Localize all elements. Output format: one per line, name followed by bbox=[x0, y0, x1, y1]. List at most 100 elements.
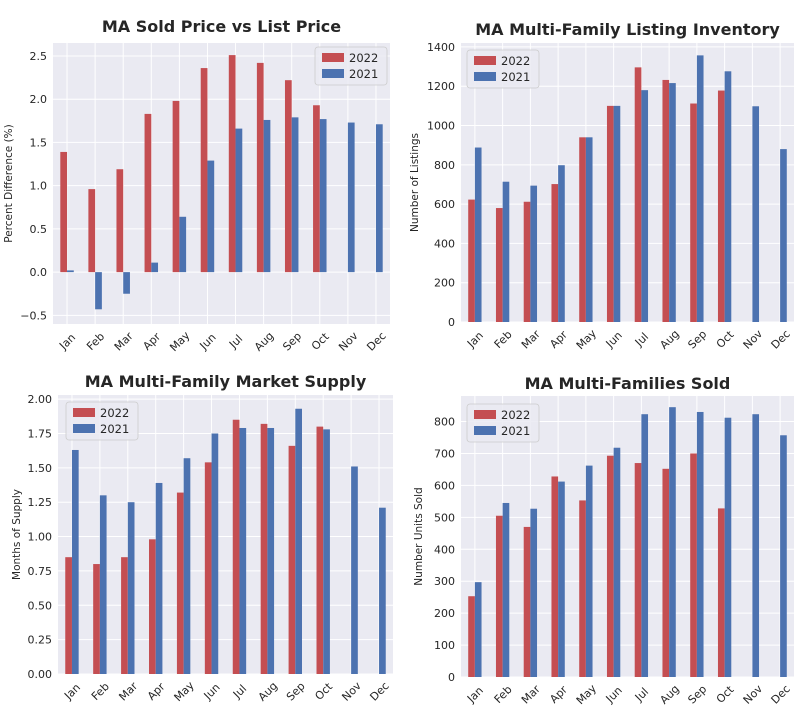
x-tick-label: Jul bbox=[230, 682, 249, 701]
bar-2021-feb bbox=[95, 272, 102, 310]
bar-2021-nov bbox=[752, 414, 760, 677]
x-tick-label: May bbox=[172, 679, 198, 705]
x-tick-label: Jan bbox=[464, 329, 486, 351]
x-tick-label: Dec bbox=[769, 682, 793, 706]
bar-2022-apr bbox=[551, 184, 559, 322]
y-axis-label: Number Units Sold bbox=[413, 487, 425, 585]
bar-2021-jun bbox=[211, 433, 219, 674]
y-tick-label: 1.75 bbox=[28, 427, 53, 440]
bar-2022-jan bbox=[60, 151, 68, 273]
legend: 2022 2021 bbox=[65, 401, 139, 441]
x-tick-label: Oct bbox=[309, 330, 332, 353]
x-tick-label: Aug bbox=[256, 679, 280, 703]
y-tick-label: 0 bbox=[448, 316, 455, 329]
chart-1: −0.5 0.0 0.5 1.0 1.5 2.0 2.5 Jan Feb Mar Apr May Jun… bbox=[3, 17, 390, 354]
x-tick-label: Jul bbox=[632, 330, 651, 349]
x-tick-label: Apr bbox=[547, 683, 570, 706]
bar-2021-jan bbox=[474, 147, 482, 322]
bar-2021-mar bbox=[127, 502, 135, 674]
chart-3: 0.00 0.25 0.50 0.75 1.00 1.25 1.50 1.75 2.00 Jan F… bbox=[11, 372, 393, 704]
chart-title: MA Multi-Family Listing Inventory bbox=[475, 20, 780, 39]
bar-2022-mar bbox=[523, 526, 531, 677]
bar-2022-may bbox=[176, 492, 184, 674]
bar-2021-may bbox=[179, 216, 187, 273]
legend-swatch-2021 bbox=[73, 424, 95, 433]
bar-2021-sep bbox=[696, 411, 704, 677]
x-tick-label: Nov bbox=[339, 679, 364, 704]
legend: 2022 2021 bbox=[466, 49, 540, 89]
y-tick-label: 1.00 bbox=[28, 531, 53, 544]
x-tick-label: Jul bbox=[226, 332, 245, 351]
x-tick-label: Dec bbox=[769, 327, 793, 351]
x-tick-label: Aug bbox=[252, 329, 276, 353]
bar-2021-apr bbox=[558, 481, 565, 677]
y-tick-label: 1000 bbox=[427, 120, 455, 133]
x-tick-label: Dec bbox=[367, 679, 391, 703]
x-tick-label: Jun bbox=[603, 329, 625, 351]
legend-swatch-2022 bbox=[73, 408, 95, 417]
legend: 2022 2021 bbox=[314, 46, 388, 86]
bar-2022-sep bbox=[690, 453, 697, 677]
x-tick-label: Sep bbox=[280, 330, 304, 354]
bar-2022-mar bbox=[121, 557, 128, 674]
bar-2021-aug bbox=[263, 119, 271, 273]
x-tick-label: Oct bbox=[312, 680, 335, 703]
bar-2021-aug bbox=[669, 407, 676, 677]
y-tick-label: 1.50 bbox=[28, 462, 53, 475]
bar-2021-mar bbox=[530, 185, 538, 322]
y-tick-label: 0 bbox=[448, 671, 455, 684]
legend-label-2021: 2021 bbox=[501, 424, 530, 438]
x-tick-label: Sep bbox=[284, 680, 308, 704]
x-tick-label: Oct bbox=[714, 328, 737, 351]
bar-2021-sep bbox=[291, 117, 299, 273]
legend-swatch-2022 bbox=[322, 53, 344, 62]
bar-2021-dec bbox=[379, 507, 386, 674]
x-tick-label: Mar bbox=[519, 682, 543, 706]
y-tick-label: 2.0 bbox=[30, 93, 48, 106]
bar-2022-jul bbox=[228, 55, 236, 273]
bar-2021-may bbox=[183, 458, 191, 674]
x-tick-label: Mar bbox=[112, 329, 136, 353]
y-tick-label: 2.5 bbox=[30, 50, 48, 63]
bar-2021-nov bbox=[347, 122, 355, 273]
bar-2021-feb bbox=[99, 495, 107, 674]
y-tick-label: 1.25 bbox=[28, 496, 53, 509]
x-tick-label: Mar bbox=[519, 327, 543, 351]
y-tick-label: 2.00 bbox=[28, 393, 53, 406]
bar-2022-mar bbox=[523, 201, 531, 322]
bar-2021-oct bbox=[319, 119, 327, 273]
bar-2022-sep bbox=[284, 80, 292, 273]
x-tick-label: Apr bbox=[145, 680, 168, 703]
bar-2022-mar bbox=[116, 169, 124, 273]
bar-2021-jan bbox=[67, 270, 74, 273]
y-tick-label: 0.5 bbox=[30, 223, 48, 236]
bar-2022-aug bbox=[256, 62, 264, 273]
bar-2022-jun bbox=[606, 455, 614, 677]
y-axis-label: Months of Supply bbox=[11, 489, 23, 580]
chart-4: 0 100 200 300 400 500 600 700 800 Jan Feb Mar Apr May… bbox=[413, 374, 794, 707]
plot-area bbox=[58, 395, 393, 674]
x-tick-label: May bbox=[167, 329, 193, 355]
y-tick-label: 200 bbox=[434, 607, 455, 620]
bar-2022-jun bbox=[606, 105, 614, 323]
legend-label-2021: 2021 bbox=[100, 422, 129, 436]
plot-area bbox=[53, 43, 390, 324]
bar-2022-jul bbox=[634, 67, 642, 323]
x-tick-label: Jun bbox=[603, 684, 625, 706]
bar-2022-sep bbox=[288, 445, 296, 674]
bar-2021-nov bbox=[351, 466, 358, 674]
y-tick-label: 300 bbox=[434, 575, 455, 588]
legend: 2022 2021 bbox=[466, 403, 540, 443]
bar-2021-apr bbox=[558, 165, 565, 322]
legend-swatch-2022 bbox=[474, 56, 496, 65]
bar-2022-apr bbox=[149, 539, 156, 674]
bar-2022-oct bbox=[316, 426, 324, 674]
bar-2021-jul bbox=[239, 427, 247, 674]
chart-title: MA Multi-Families Sold bbox=[525, 374, 731, 393]
x-tick-label: Jul bbox=[632, 685, 651, 704]
bar-2022-jun bbox=[204, 462, 212, 674]
y-tick-label: 800 bbox=[434, 159, 455, 172]
y-tick-label: 0.75 bbox=[28, 565, 53, 578]
y-tick-label: 0.00 bbox=[28, 668, 53, 681]
